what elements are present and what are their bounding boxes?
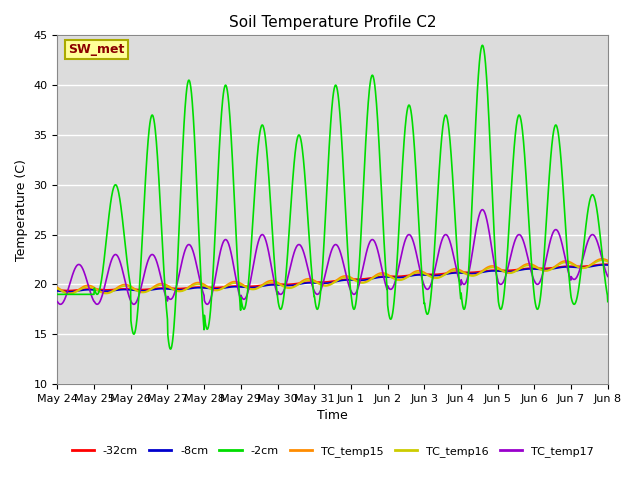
Y-axis label: Temperature (C): Temperature (C) — [15, 159, 28, 261]
Text: SW_met: SW_met — [68, 43, 125, 56]
X-axis label: Time: Time — [317, 409, 348, 422]
Legend: -32cm, -8cm, -2cm, TC_temp15, TC_temp16, TC_temp17: -32cm, -8cm, -2cm, TC_temp15, TC_temp16,… — [67, 442, 598, 462]
Title: Soil Temperature Profile C2: Soil Temperature Profile C2 — [229, 15, 436, 30]
